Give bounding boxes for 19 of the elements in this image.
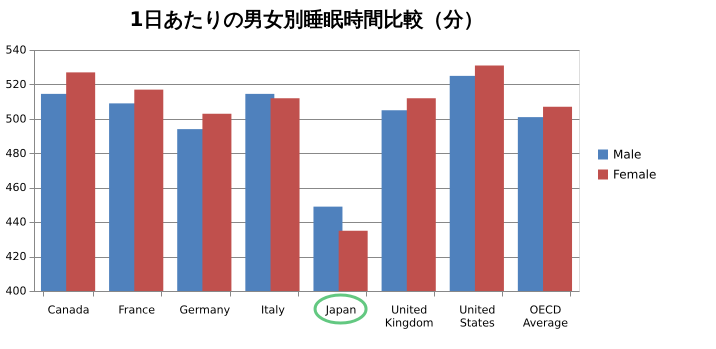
x-tick-label: Germany [180,304,231,316]
y-tick-label: 420 [6,250,26,264]
y-tick-label: 500 [6,112,26,126]
legend-label: Male [613,148,642,162]
y-tick-label: 520 [6,78,26,91]
x-tick-label: Japan [324,304,356,316]
y-tick-label: 400 [6,284,26,298]
legend-label: Female [613,168,656,182]
x-tick-label: United States [459,304,496,330]
x-tick-label: Italy [261,304,286,316]
x-tick-label: Canada [48,304,90,316]
y-tick-label: 460 [6,181,26,194]
x-tick-label: France [118,304,156,316]
x-tick-label: United Kingdom [384,304,434,330]
y-tick-label: 540 [6,44,26,56]
chart-title: 1日あたりの男女別睡眠時間比較（分） [130,7,484,31]
y-tick-label: 440 [6,216,26,229]
y-tick-label: 480 [6,146,26,160]
x-tick-label: OECD Average [522,304,568,330]
